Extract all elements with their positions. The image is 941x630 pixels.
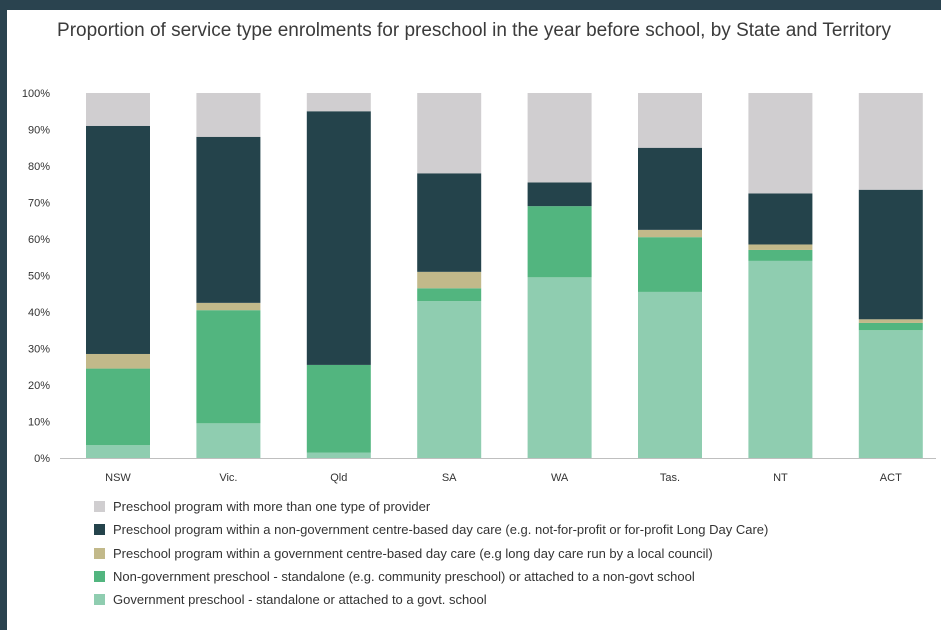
x-tick-label: WA — [551, 472, 569, 484]
bar-segment — [748, 249, 813, 261]
y-tick-label: 10% — [28, 417, 50, 429]
bar-segment — [638, 147, 702, 230]
y-axis: 0% 10% 20% 30% 40% 50% 60% 70% 80% 90% 100% — [22, 88, 50, 465]
bar-segment — [417, 271, 482, 289]
legend: Preschool program with more than one typ… — [94, 495, 768, 611]
x-tick-label: Tas. — [660, 472, 680, 484]
bars — [86, 93, 923, 458]
bar-segment — [306, 364, 371, 453]
y-tick-label: 30% — [28, 344, 50, 356]
bar-segment — [417, 93, 482, 174]
bar-segment — [527, 206, 592, 278]
y-tick-label: 80% — [28, 161, 50, 173]
bar-segment — [417, 301, 482, 458]
legend-item: Government preschool - standalone or att… — [94, 588, 768, 611]
x-tick-label: ACT — [880, 472, 902, 484]
bar-segment — [417, 288, 482, 302]
y-tick-label: 90% — [28, 125, 50, 137]
bar-segment — [858, 322, 923, 331]
bar-segment — [638, 93, 702, 148]
bar-segment — [417, 173, 482, 272]
x-tick-label: Vic. — [219, 472, 237, 484]
bar-segment — [306, 452, 371, 458]
bar-segment — [858, 319, 923, 323]
x-axis: NSW Vic. Qld SA WA Tas. NT ACT — [60, 458, 936, 484]
bar-segment — [86, 353, 150, 369]
bar-segment — [196, 302, 261, 311]
bar-segment — [748, 244, 813, 250]
y-tick-label: 60% — [28, 234, 50, 246]
bar-segment — [306, 93, 371, 112]
legend-label: Non-government preschool - standalone (e… — [113, 568, 695, 584]
legend-swatch — [94, 594, 105, 606]
legend-item: Preschool program within a non-governmen… — [94, 518, 768, 541]
bar-segment — [527, 93, 592, 183]
x-tick-label: SA — [442, 472, 457, 484]
bar-segment — [196, 423, 261, 458]
bar-segment — [306, 111, 371, 365]
legend-swatch — [94, 501, 105, 513]
y-tick-label: 20% — [28, 380, 50, 392]
legend-label: Preschool program within a non-governmen… — [113, 522, 769, 538]
x-tick-label: NSW — [105, 472, 131, 484]
bar-segment — [196, 136, 261, 303]
bar-segment — [196, 93, 261, 137]
bar-segment — [858, 330, 923, 458]
y-tick-label: 70% — [28, 198, 50, 210]
legend-label: Preschool program with more than one typ… — [113, 499, 431, 515]
bar-segment — [86, 93, 150, 126]
bar-segment — [748, 193, 813, 245]
bar-segment — [527, 182, 592, 207]
bar-segment — [196, 310, 261, 424]
legend-item: Non-government preschool - standalone (e… — [94, 565, 768, 588]
legend-swatch — [94, 547, 105, 559]
legend-item: Preschool program within a government ce… — [94, 542, 768, 565]
x-tick-label: Qld — [330, 472, 347, 484]
y-tick-label: 40% — [28, 307, 50, 319]
bar-segment — [748, 260, 813, 458]
bar-segment — [638, 291, 702, 458]
chart-title: Proportion of service type enrolments fo… — [57, 20, 891, 41]
legend-swatch — [94, 524, 105, 536]
bar-segment — [86, 125, 150, 354]
bar-segment — [748, 93, 813, 194]
legend-label: Preschool program within a government ce… — [113, 545, 713, 561]
bar-segment — [527, 277, 592, 458]
x-tick-label: NT — [773, 472, 788, 484]
y-tick-label: 50% — [28, 271, 50, 283]
y-tick-label: 0% — [34, 453, 50, 465]
bar-segment — [638, 237, 702, 292]
legend-label: Government preschool - standalone or att… — [113, 592, 487, 608]
y-tick-label: 100% — [22, 88, 50, 100]
bar-segment — [858, 93, 923, 190]
bar-segment — [858, 189, 923, 320]
bar-segment — [638, 229, 702, 238]
bar-segment — [86, 445, 150, 458]
bar-segment — [86, 368, 150, 446]
legend-swatch — [94, 570, 105, 582]
legend-item: Preschool program with more than one typ… — [94, 495, 768, 518]
